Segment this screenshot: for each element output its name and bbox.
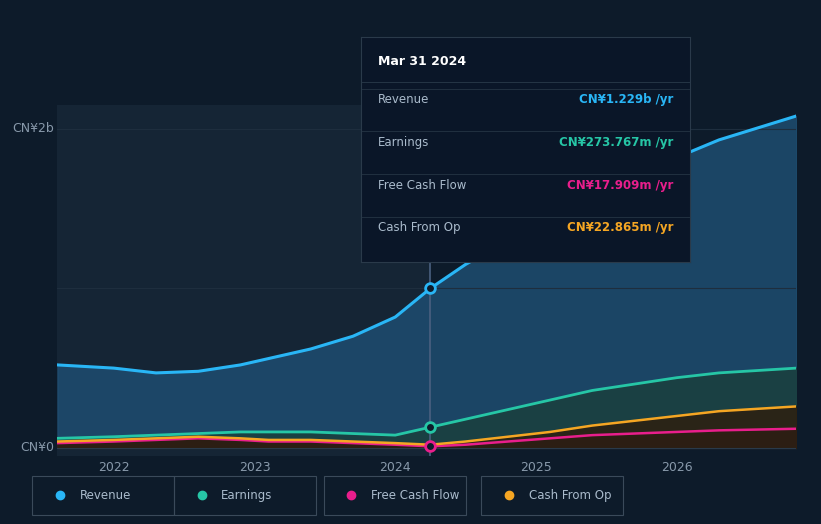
Text: Cash From Op: Cash From Op xyxy=(378,222,460,234)
Text: Free Cash Flow: Free Cash Flow xyxy=(378,179,466,192)
Text: Analysts Forecasts: Analysts Forecasts xyxy=(434,110,551,123)
Text: Free Cash Flow: Free Cash Flow xyxy=(371,489,460,501)
Text: CN¥22.865m /yr: CN¥22.865m /yr xyxy=(566,222,673,234)
Text: CN¥17.909m /yr: CN¥17.909m /yr xyxy=(566,179,673,192)
Text: CN¥1.229b /yr: CN¥1.229b /yr xyxy=(579,93,673,106)
Bar xyxy=(57,105,430,456)
Text: Earnings: Earnings xyxy=(378,136,429,149)
Text: CN¥2b: CN¥2b xyxy=(12,122,54,135)
Text: CN¥273.767m /yr: CN¥273.767m /yr xyxy=(559,136,673,149)
Text: Mar 31 2024: Mar 31 2024 xyxy=(378,54,466,68)
Text: Past: Past xyxy=(401,110,427,123)
Text: CN¥0: CN¥0 xyxy=(20,441,54,454)
Text: Revenue: Revenue xyxy=(378,93,429,106)
Text: Cash From Op: Cash From Op xyxy=(529,489,611,501)
Bar xyxy=(430,105,796,456)
Text: Earnings: Earnings xyxy=(222,489,273,501)
Text: Revenue: Revenue xyxy=(80,489,131,501)
